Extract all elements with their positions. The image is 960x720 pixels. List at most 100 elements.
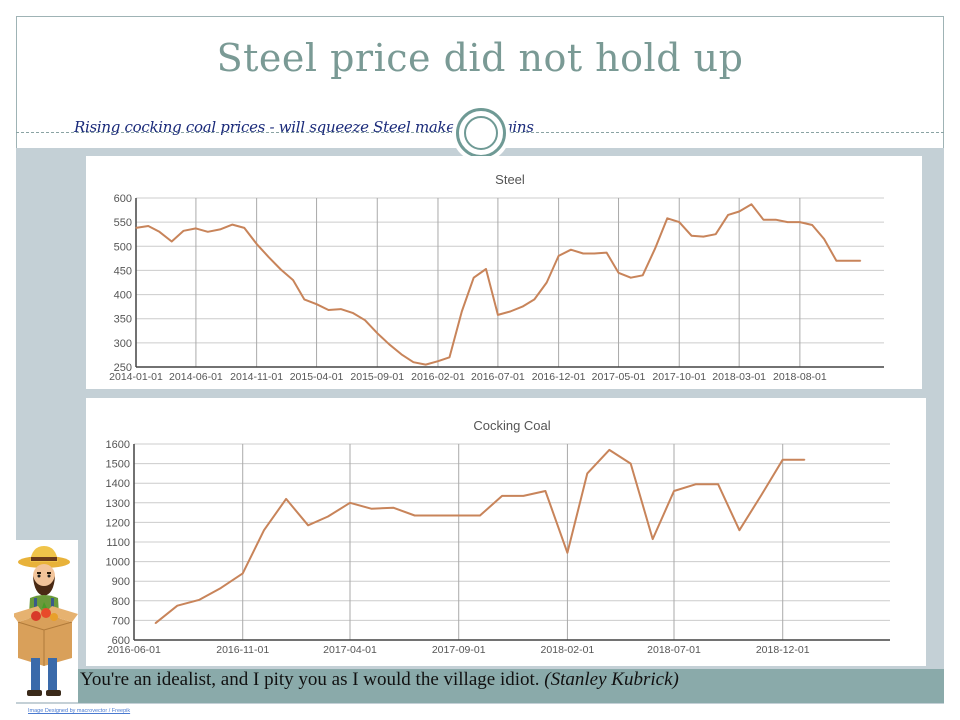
- data-point: [461, 310, 463, 313]
- data-point: [522, 495, 524, 497]
- data-point: [642, 274, 644, 276]
- y-tick-label: 250: [114, 362, 132, 374]
- data-point: [207, 231, 209, 233]
- data-point: [654, 248, 656, 250]
- divider-ring-icon: [456, 108, 506, 158]
- data-point: [458, 514, 460, 517]
- data-point: [195, 227, 197, 229]
- data-point: [176, 605, 178, 607]
- y-tick-label: 350: [114, 314, 132, 326]
- x-tick-label: 2016-12-01: [532, 371, 586, 383]
- data-point: [340, 308, 342, 310]
- x-tick-label: 2018-08-01: [773, 371, 827, 383]
- data-point: [183, 230, 185, 232]
- data-point: [799, 221, 801, 223]
- data-point: [702, 236, 705, 238]
- data-point: [285, 498, 287, 500]
- steel-chart-panel: Steel 250 300 350 400 450 500 550 600 2014-01-01 2…: [86, 156, 922, 389]
- data-point: [364, 319, 366, 321]
- data-point: [652, 538, 654, 540]
- y-tick-label: 900: [112, 576, 130, 588]
- data-point: [263, 529, 265, 531]
- data-point: [501, 495, 503, 497]
- data-point: [847, 260, 849, 262]
- data-point: [485, 268, 487, 270]
- x-tick-label: 2016-07-01: [471, 371, 525, 383]
- data-point: [280, 268, 282, 271]
- data-point: [307, 524, 309, 526]
- data-point: [412, 361, 414, 363]
- x-tick-label: 2016-06-01: [107, 644, 161, 656]
- series-line: [154, 448, 805, 625]
- data-point: [608, 449, 610, 451]
- data-point: [147, 225, 149, 227]
- y-tick-label: 600: [114, 193, 132, 205]
- data-point: [760, 494, 763, 496]
- image-credit: Image Designed by macrovector / Freepik: [28, 708, 131, 714]
- y-tick-label: 1300: [106, 498, 130, 510]
- data-point: [717, 483, 719, 485]
- data-point: [738, 529, 741, 531]
- y-tick-label: 550: [114, 217, 132, 229]
- data-point: [521, 306, 524, 308]
- data-point: [316, 303, 318, 305]
- data-point: [775, 219, 777, 221]
- data-point: [135, 227, 137, 229]
- data-point: [327, 309, 330, 311]
- data-point: [158, 231, 160, 233]
- x-tick-label: 2014-06-01: [169, 371, 223, 383]
- data-point: [198, 599, 200, 601]
- data-point: [566, 552, 568, 554]
- y-tick-label: 700: [112, 615, 130, 627]
- farmer-illustration: [12, 540, 78, 702]
- data-point: [256, 243, 258, 245]
- data-point: [327, 515, 329, 518]
- y-tick-label: 450: [114, 265, 132, 277]
- data-point: [570, 249, 572, 251]
- data-point: [436, 514, 438, 517]
- x-tick-label: 2017-09-01: [432, 644, 486, 656]
- quote: You're an idealist, and I pity you as I …: [80, 669, 679, 691]
- data-point: [509, 310, 511, 313]
- data-point: [349, 502, 351, 504]
- chart-title: Steel: [495, 172, 525, 187]
- data-point: [242, 572, 244, 574]
- data-point: [267, 256, 270, 258]
- data-point: [392, 507, 394, 509]
- x-tick-label: 2018-02-01: [541, 644, 595, 656]
- data-point: [727, 214, 729, 216]
- x-tick-label: 2018-03-01: [712, 371, 766, 383]
- y-tick-label: 1200: [106, 517, 130, 529]
- data-point: [673, 490, 675, 492]
- data-point: [479, 514, 481, 517]
- data-point: [352, 312, 354, 314]
- data-point: [617, 272, 620, 274]
- x-tick-label: 2017-04-01: [323, 644, 377, 656]
- data-point: [546, 281, 548, 284]
- x-tick-label: 2016-02-01: [411, 371, 465, 383]
- data-point: [690, 235, 693, 237]
- x-tick-label: 2014-01-01: [109, 371, 163, 383]
- quote-text: You're an idealist, and I pity you as I …: [80, 669, 540, 690]
- data-point: [811, 224, 813, 226]
- x-tick-label: 2016-11-01: [216, 644, 269, 656]
- chart-title: Cocking Coal: [473, 418, 550, 433]
- data-point: [787, 221, 789, 223]
- data-point: [630, 463, 632, 465]
- quote-author: (Stanley Kubrick): [544, 669, 679, 690]
- data-point: [243, 227, 245, 229]
- data-point: [388, 343, 390, 345]
- data-point: [582, 252, 584, 255]
- data-point: [606, 252, 608, 254]
- data-point: [593, 252, 595, 255]
- data-point: [370, 508, 372, 510]
- data-point: [473, 277, 475, 279]
- data-point: [171, 240, 173, 243]
- y-tick-label: 1600: [106, 439, 130, 451]
- x-tick-label: 2017-10-01: [652, 371, 706, 383]
- slide-title: Steel price did not hold up: [216, 36, 744, 80]
- data-point: [678, 221, 680, 223]
- coal-chart: Cocking Coal 600 700 800 900 1000 1100 1200 1300…: [106, 418, 890, 656]
- x-tick-label: 2014-11-01: [230, 371, 283, 383]
- coal-chart-panel: Cocking Coal 600 700 800 900 1000 1100 1200 1300…: [86, 398, 926, 666]
